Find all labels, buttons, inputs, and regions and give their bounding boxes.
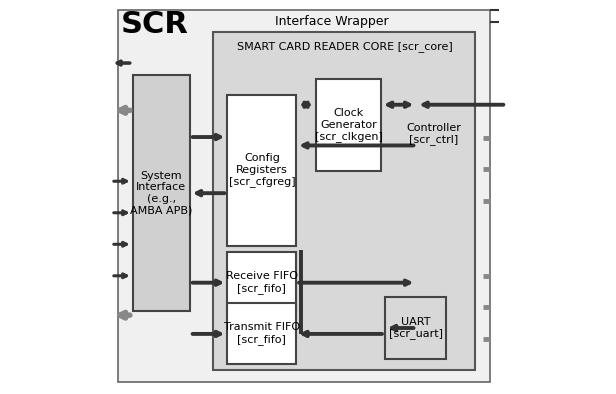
Bar	[227, 95, 296, 246]
Bar	[227, 252, 296, 313]
Text: SCR: SCR	[121, 10, 188, 39]
Text: Receive FIFO
[scr_fifo]: Receive FIFO [scr_fifo]	[226, 271, 298, 294]
Bar	[132, 75, 190, 311]
Text: SMART CARD READER CORE [scr_core]: SMART CARD READER CORE [scr_core]	[237, 41, 453, 52]
Bar	[385, 297, 446, 359]
Text: Clock
Generator
[scr_clkgen]: Clock Generator [scr_clkgen]	[315, 108, 383, 142]
Text: UART
[scr_uart]: UART [scr_uart]	[389, 316, 442, 339]
Bar	[213, 32, 476, 370]
Bar	[227, 303, 296, 364]
Text: Config
Registers
[scr_cfgreg]: Config Registers [scr_cfgreg]	[229, 153, 295, 187]
Bar	[316, 79, 381, 171]
Text: System
Interface
(e.g.,
AMBA APB): System Interface (e.g., AMBA APB)	[130, 171, 193, 216]
Text: Controller
[scr_ctrl]: Controller [scr_ctrl]	[407, 123, 461, 145]
Text: Interface Wrapper: Interface Wrapper	[275, 15, 389, 28]
Text: Transmit FIFO
[scr_fifo]: Transmit FIFO [scr_fifo]	[224, 322, 300, 345]
